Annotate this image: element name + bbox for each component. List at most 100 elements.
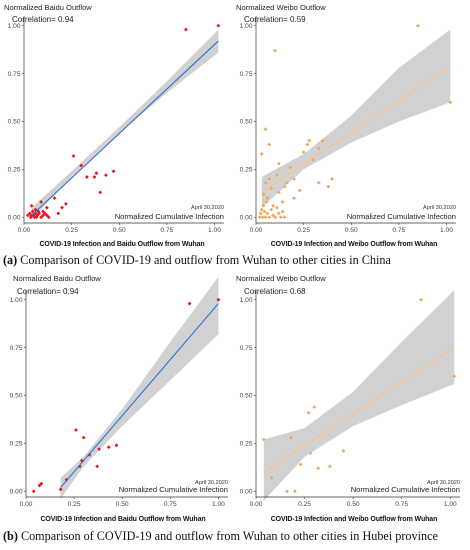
data-point	[56, 211, 61, 216]
panel-title: Normalized Weibo Outflow	[236, 274, 326, 283]
x-axis-title: Normalized Cumulative Infection	[115, 212, 224, 221]
data-point	[452, 374, 457, 379]
data-point	[32, 215, 37, 220]
data-point	[282, 184, 287, 189]
x-tick-label: 0.25	[65, 227, 78, 234]
data-point	[39, 481, 44, 486]
data-point	[184, 27, 188, 32]
caption-letter: (a)	[3, 253, 18, 267]
y-tick-label: 1.00	[240, 297, 253, 304]
data-point	[326, 184, 331, 189]
data-point	[27, 211, 32, 216]
x-tick-label: 0.50	[113, 227, 126, 234]
x-tick-label: 0.50	[116, 501, 129, 508]
y-tick-label: 0.75	[240, 71, 253, 78]
panel-subtitle: COVID-19 Infection and Baidu Outflow fro…	[39, 241, 204, 248]
data-point	[308, 451, 313, 455]
data-point	[60, 205, 64, 210]
panel-subtitle: COVID-19 Infection and Weibo Outflow fro…	[271, 516, 438, 523]
data-point	[74, 428, 78, 432]
data-point	[312, 405, 317, 409]
x-tick-label: 0.00	[20, 501, 33, 508]
data-point	[187, 301, 192, 306]
y-tick-label: 1.00	[10, 297, 23, 304]
confidence-band	[263, 290, 455, 501]
data-point	[39, 215, 44, 220]
x-tick-label: 1.00	[212, 501, 225, 508]
data-point	[31, 489, 36, 494]
data-point	[41, 209, 45, 214]
data-point	[64, 201, 68, 206]
data-point	[52, 196, 57, 201]
x-tick-label: 0.75	[160, 227, 173, 234]
data-point	[271, 203, 276, 208]
data-point	[261, 203, 266, 208]
x-tick-label: 0.00	[250, 227, 263, 234]
data-point	[44, 213, 49, 218]
x-tick-label: 0.75	[395, 501, 408, 508]
data-point	[114, 443, 119, 448]
data-point	[320, 138, 325, 143]
caption-text: Comparison of COVID-19 and outflow from …	[17, 529, 438, 543]
date-label: April 30,2020	[423, 205, 456, 211]
data-point	[94, 171, 99, 176]
data-point	[307, 138, 312, 143]
y-tick-label: 0.25	[10, 441, 23, 448]
data-point	[111, 169, 116, 174]
date-label: April 30,2020	[191, 205, 224, 211]
data-point	[35, 213, 40, 218]
regression-line	[261, 65, 451, 193]
data-point	[216, 297, 221, 302]
data-point	[297, 188, 302, 193]
x-tick-label: 1.00	[208, 227, 221, 234]
data-point	[262, 209, 267, 214]
panel-subtitle: COVID-19 Infection and Weibo Outflow fro…	[271, 241, 438, 248]
data-point	[104, 173, 108, 178]
panel-subtitle: COVID-19 Infection and Baidu Outflow fro…	[40, 516, 205, 523]
data-point	[43, 211, 47, 216]
data-point	[271, 213, 276, 218]
data-point	[267, 142, 272, 147]
data-point	[106, 445, 111, 450]
data-point	[216, 23, 221, 28]
y-tick-label: 1.00	[240, 23, 253, 30]
data-point	[41, 213, 45, 218]
confidence-band	[60, 276, 219, 499]
chart-panel-b-baidu: Normalized Baidu Outflow 0.00 0.25 0.50 0.7…	[10, 274, 228, 523]
y-tick-label: 0.00	[10, 488, 23, 495]
data-point	[316, 466, 321, 471]
data-point	[92, 175, 97, 179]
x-axis-title: Normalized Cumulative Infection	[347, 212, 456, 221]
x-tick-label: 0.25	[297, 227, 310, 234]
data-point	[416, 23, 420, 28]
data-point	[30, 209, 35, 214]
x-tick-label: 1.00	[444, 501, 457, 508]
data-point	[37, 211, 42, 216]
chart-panel-b-weibo: Normalized Weibo Outflow 0.00 0.25 0.50 0.7…	[236, 274, 460, 523]
data-point	[257, 215, 262, 220]
data-point	[269, 207, 274, 212]
caption-letter: (b)	[3, 529, 18, 543]
panel-title: Normalized Weibo Outflow	[236, 3, 326, 12]
x-tick-label: 0.50	[345, 227, 358, 234]
data-point	[46, 215, 51, 220]
data-point	[273, 48, 277, 53]
y-tick-label: 0.25	[240, 441, 253, 448]
data-point	[263, 127, 268, 132]
data-point	[298, 462, 303, 467]
data-point	[448, 100, 453, 105]
caption-text: Comparison of COVID-19 and outflow from …	[17, 253, 391, 267]
y-tick-label: 0.75	[8, 71, 21, 78]
regression-line	[60, 303, 219, 488]
data-point	[306, 410, 311, 415]
data-point	[25, 213, 30, 218]
confidence-band	[261, 29, 451, 208]
data-point	[37, 483, 42, 488]
data-point	[267, 215, 272, 220]
data-point	[98, 190, 103, 195]
caption-a: (a) Comparison of COVID-19 and outflow f…	[3, 253, 391, 268]
x-tick-label: 0.75	[164, 501, 177, 508]
data-point	[39, 200, 44, 204]
data-point	[305, 142, 310, 147]
correlation-label: Correlation= 0.94	[12, 15, 74, 24]
